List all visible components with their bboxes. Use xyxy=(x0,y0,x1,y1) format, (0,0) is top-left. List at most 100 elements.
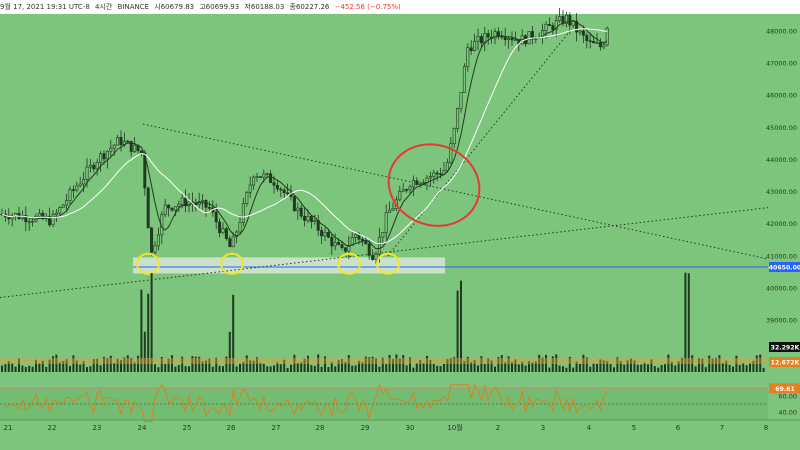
candle-body xyxy=(428,176,432,179)
rsi-tick-label: 40.00 xyxy=(778,409,797,417)
volume-bar xyxy=(310,364,313,372)
volume-bar xyxy=(738,364,741,372)
breakout-ellipse xyxy=(387,143,481,227)
support-test-circle xyxy=(376,252,400,275)
volume-bar xyxy=(290,364,292,372)
volume-bar xyxy=(150,272,153,372)
volume-bar xyxy=(341,359,343,372)
candle-body xyxy=(153,245,157,253)
volume-bar xyxy=(534,361,537,372)
time-tick-label: 23 xyxy=(93,424,102,432)
volume-bar xyxy=(701,358,704,372)
volume-bar xyxy=(31,366,34,372)
ma-fast-line xyxy=(1,19,608,250)
volume-bar xyxy=(691,355,694,372)
candle-body xyxy=(473,40,477,52)
candle-body xyxy=(558,16,562,22)
volume-bar xyxy=(636,364,639,372)
volume-bar xyxy=(517,364,520,372)
volume-bar xyxy=(524,365,527,372)
volume-bar xyxy=(92,359,95,372)
volume-bar xyxy=(436,365,439,372)
candle-body xyxy=(435,172,439,175)
candle-body xyxy=(262,173,266,178)
volume-bar xyxy=(126,355,129,372)
volume-bar xyxy=(262,363,265,372)
candle-body xyxy=(371,255,375,260)
candle-body xyxy=(65,200,69,206)
candle-body xyxy=(88,164,92,168)
volume-bar xyxy=(609,364,612,372)
candle-body xyxy=(78,183,82,187)
candle-body xyxy=(245,192,249,204)
time-tick-label: 27 xyxy=(272,424,281,432)
volume-bar xyxy=(184,366,187,372)
candle-body xyxy=(486,33,490,38)
volume-bar xyxy=(259,363,262,372)
moving-averages xyxy=(1,19,608,250)
rsi-label: 69.61 xyxy=(775,386,795,393)
price-tick-label: 46000.00 xyxy=(766,92,797,100)
volume-bar xyxy=(58,362,61,372)
volume-bar xyxy=(385,364,388,372)
volume-bar xyxy=(4,364,7,372)
volume-bar xyxy=(198,356,201,372)
volume-bar xyxy=(429,360,432,372)
volume-bar xyxy=(218,365,221,372)
volume-bar xyxy=(531,362,534,372)
rsi-tick-label: 60.00 xyxy=(778,393,797,401)
candle-body xyxy=(330,236,334,247)
volume-bar xyxy=(674,365,677,372)
candle-body xyxy=(313,220,317,222)
candle-body xyxy=(347,244,351,252)
volume-bar xyxy=(205,360,207,372)
header-interval: 4시간 xyxy=(95,3,113,11)
candle-body xyxy=(415,180,419,185)
volume-bar xyxy=(582,354,585,372)
candle-body xyxy=(7,216,11,220)
volume-bar xyxy=(191,356,194,372)
volume-bar xyxy=(320,366,323,372)
volume-bar xyxy=(239,363,241,372)
ma-slow-line xyxy=(1,28,608,245)
volume-bar xyxy=(419,359,422,372)
volume-bar xyxy=(650,359,653,372)
volume-bar xyxy=(79,364,82,372)
candle-body xyxy=(282,189,286,194)
volume-bar xyxy=(562,366,564,372)
volume-bar xyxy=(368,357,371,372)
volume-bar xyxy=(572,367,575,372)
volume-bar xyxy=(269,366,272,372)
volume-bar xyxy=(473,360,476,372)
candle-body xyxy=(343,247,347,252)
candle-body xyxy=(469,47,473,52)
volume-bar xyxy=(256,357,258,372)
price-label: 40650.00 xyxy=(769,265,800,272)
volume-bar xyxy=(96,358,99,372)
volume-bar xyxy=(194,356,197,372)
volume-bar xyxy=(293,354,296,372)
volume-bar xyxy=(307,355,309,372)
candle-body xyxy=(248,184,252,193)
volume-bar xyxy=(160,356,163,372)
candle-body xyxy=(272,182,276,186)
candle-body xyxy=(459,92,463,109)
candle-body xyxy=(112,144,116,149)
volume-bar xyxy=(470,362,473,372)
volume-bar xyxy=(347,355,350,372)
volume-bar xyxy=(704,367,707,372)
volume-bar xyxy=(375,358,377,372)
volume-bar xyxy=(28,365,31,372)
volume-bar xyxy=(113,363,116,372)
candle-body xyxy=(109,147,113,152)
candle-body xyxy=(605,27,609,46)
candle-body xyxy=(367,243,371,256)
steep-trendline xyxy=(387,30,571,257)
candle-body xyxy=(452,128,456,144)
volume-bar xyxy=(745,365,748,372)
volume-bar xyxy=(395,354,398,372)
volume-bar xyxy=(446,359,449,372)
candle-body xyxy=(105,150,109,160)
volume-bar xyxy=(749,363,751,372)
